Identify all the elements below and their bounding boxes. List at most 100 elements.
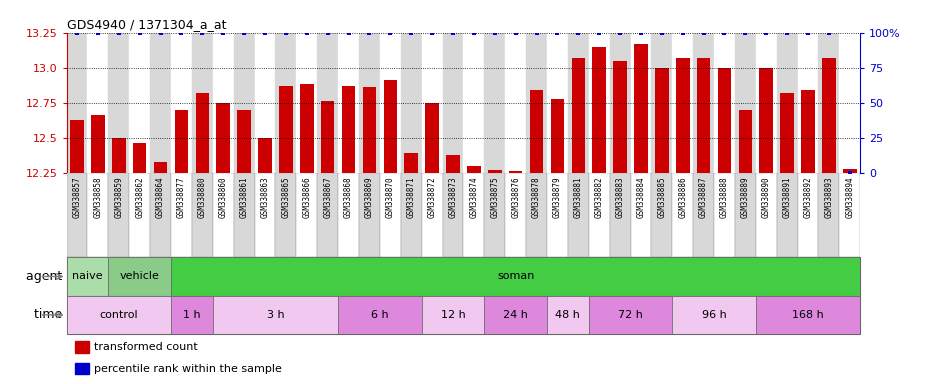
Text: vehicle: vehicle: [119, 271, 160, 281]
Text: GSM338857: GSM338857: [72, 176, 81, 218]
Bar: [401, 33, 422, 173]
Bar: [70, 119, 84, 173]
Bar: [426, 103, 438, 173]
Bar: [317, 173, 339, 257]
Bar: [485, 33, 505, 173]
Bar: [488, 170, 501, 173]
Text: 96 h: 96 h: [702, 310, 726, 320]
Bar: [592, 46, 606, 173]
Bar: [839, 173, 860, 257]
Bar: [547, 33, 568, 173]
Point: [154, 30, 168, 36]
Bar: [547, 173, 568, 257]
Text: GSM338889: GSM338889: [741, 176, 750, 218]
Bar: [651, 173, 672, 257]
Point: [612, 30, 627, 36]
Point: [91, 30, 105, 36]
Point: [446, 30, 461, 36]
Text: 72 h: 72 h: [618, 310, 643, 320]
Bar: [88, 173, 108, 257]
Point: [132, 30, 147, 36]
Bar: [300, 84, 314, 173]
Point: [529, 30, 544, 36]
Text: GSM338875: GSM338875: [490, 176, 500, 218]
Bar: [67, 257, 108, 296]
Bar: [819, 173, 839, 257]
Bar: [697, 58, 710, 173]
Point: [195, 30, 210, 36]
Text: 1 h: 1 h: [183, 310, 201, 320]
Text: transformed count: transformed count: [94, 342, 198, 352]
Bar: [422, 33, 442, 173]
Text: GSM338878: GSM338878: [532, 176, 541, 218]
Point: [821, 30, 836, 36]
Bar: [133, 143, 146, 173]
Point: [216, 30, 230, 36]
Bar: [130, 173, 150, 257]
Bar: [463, 33, 485, 173]
Bar: [672, 296, 756, 334]
Text: GSM338870: GSM338870: [386, 176, 395, 218]
Text: GSM338894: GSM338894: [845, 176, 855, 218]
Bar: [693, 33, 714, 173]
Bar: [714, 33, 735, 173]
Bar: [238, 110, 251, 173]
Point: [341, 30, 356, 36]
Point: [278, 30, 293, 36]
Bar: [191, 33, 213, 173]
Bar: [526, 33, 547, 173]
Bar: [317, 33, 339, 173]
Bar: [588, 33, 610, 173]
Bar: [191, 173, 213, 257]
Point: [758, 30, 773, 36]
Text: GSM338859: GSM338859: [115, 176, 123, 218]
Point: [69, 30, 84, 36]
Text: GSM338879: GSM338879: [553, 176, 561, 218]
Text: soman: soman: [497, 271, 535, 281]
Text: GDS4940 / 1371304_a_at: GDS4940 / 1371304_a_at: [67, 18, 226, 31]
Bar: [446, 155, 460, 173]
Bar: [321, 101, 335, 173]
Text: GSM338863: GSM338863: [261, 176, 269, 218]
Point: [738, 30, 753, 36]
Bar: [422, 173, 442, 257]
Bar: [75, 341, 89, 353]
Bar: [777, 33, 797, 173]
Bar: [572, 58, 586, 173]
Point: [404, 30, 419, 36]
Bar: [401, 173, 422, 257]
Bar: [610, 173, 631, 257]
Text: GSM338890: GSM338890: [762, 176, 771, 218]
Bar: [693, 173, 714, 257]
Bar: [530, 90, 543, 173]
Bar: [339, 33, 359, 173]
Bar: [130, 33, 150, 173]
Bar: [296, 173, 317, 257]
Bar: [505, 33, 526, 173]
Point: [571, 30, 586, 36]
Bar: [108, 257, 171, 296]
Bar: [92, 115, 105, 173]
Text: GSM338866: GSM338866: [302, 176, 312, 218]
Text: GSM338893: GSM338893: [824, 176, 833, 218]
Bar: [672, 33, 693, 173]
Text: GSM338891: GSM338891: [783, 176, 792, 218]
Point: [237, 30, 252, 36]
Bar: [822, 58, 835, 173]
Text: GSM338892: GSM338892: [804, 176, 812, 218]
Text: GSM338861: GSM338861: [240, 176, 249, 218]
Bar: [171, 257, 860, 296]
Text: 6 h: 6 h: [371, 310, 388, 320]
Bar: [154, 162, 167, 173]
Bar: [756, 33, 777, 173]
Text: GSM338887: GSM338887: [699, 176, 709, 218]
Bar: [384, 80, 397, 173]
Bar: [777, 173, 797, 257]
Point: [257, 30, 272, 36]
Bar: [234, 173, 254, 257]
Bar: [171, 33, 191, 173]
Bar: [568, 33, 588, 173]
Point: [300, 30, 314, 36]
Bar: [843, 169, 857, 173]
Point: [717, 30, 732, 36]
